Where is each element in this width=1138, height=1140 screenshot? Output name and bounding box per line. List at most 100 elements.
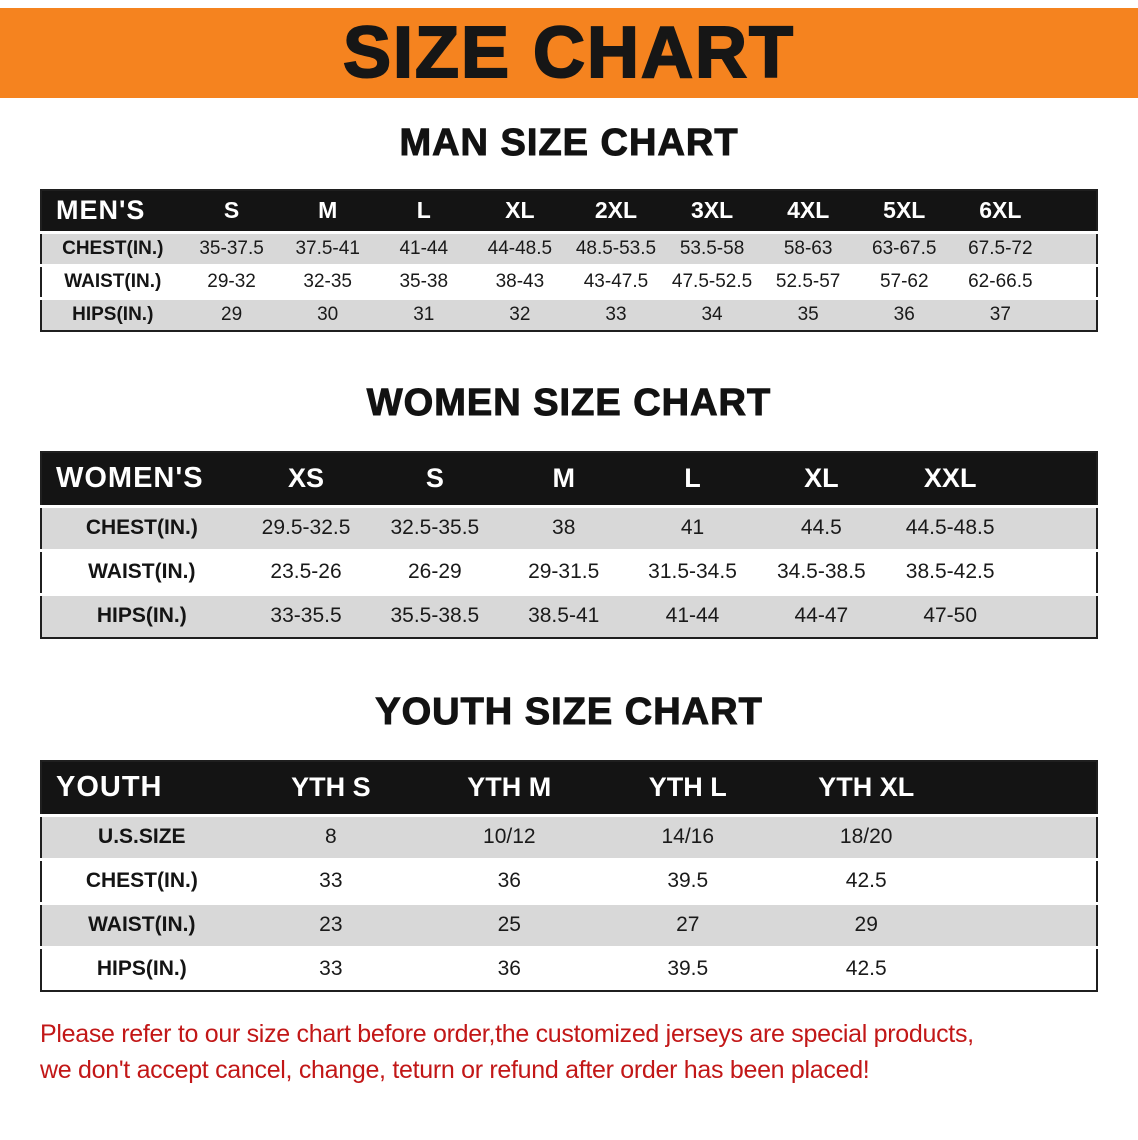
value-cell: 8 (325, 825, 337, 848)
value-cell: 31 (413, 303, 435, 325)
value-cell: 44-48.5 (487, 237, 553, 259)
spacer-cell (955, 761, 1097, 815)
row-label-cell: WAIST(IN.) (88, 560, 196, 583)
header-row: YOUTH YTH S YTH M YTH L YTH XL (41, 761, 1097, 815)
value-cell: 44.5-48.5 (905, 516, 995, 539)
women-size-chart-section: WOMEN SIZE CHART WOMEN'S XS S M L XL XXL CHEST(… (0, 382, 1138, 639)
column-header-cell: 3XL (690, 197, 734, 224)
column-header-cell: 4XL (787, 197, 830, 224)
spacer-cell (1015, 550, 1097, 594)
disclaimer-line-1: Please refer to our size chart before or… (40, 1020, 974, 1048)
table-label-cell: YOUTH (56, 771, 163, 804)
table-label-cell: WOMEN'S (56, 462, 204, 495)
table-row: HIPS(IN.) 33-35.5 35.5-38.5 38.5-41 41-44 44-… (41, 594, 1097, 638)
table-label-cell: MEN'S (56, 195, 146, 226)
value-cell: 41-44 (665, 604, 720, 628)
youth-size-table: YOUTH YTH S YTH M YTH L YTH XL U.S.SIZE 8 10/12… (40, 760, 1098, 992)
value-cell: 33 (605, 303, 627, 325)
value-cell: 41 (680, 516, 705, 539)
value-cell: 30 (317, 303, 339, 325)
spacer-cell (955, 947, 1097, 991)
value-cell: 44-47 (794, 604, 849, 628)
column-header-cell: YTH S (291, 772, 371, 803)
value-cell: 35.5-38.5 (390, 604, 480, 628)
row-label-cell: HIPS(IN.) (96, 604, 187, 628)
spacer-cell (1015, 506, 1097, 550)
value-cell: 31.5-34.5 (648, 560, 737, 583)
value-cell: 18/20 (839, 825, 893, 848)
spacer-cell (955, 815, 1097, 859)
value-cell: 35-38 (399, 270, 449, 292)
value-cell: 32.5-35.5 (390, 516, 480, 539)
table-row: WAIST(IN.) 29-32 32-35 35-38 38-43 43-47.5 47.… (41, 265, 1097, 298)
value-cell: 27 (676, 913, 700, 936)
value-cell: 36 (497, 957, 521, 981)
value-cell: 57-62 (879, 270, 929, 292)
row-label-cell: CHEST(IN.) (85, 516, 198, 539)
value-cell: 32-35 (303, 270, 352, 292)
table-row: U.S.SIZE 8 10/12 14/16 18/20 (41, 815, 1097, 859)
value-cell: 58-63 (783, 237, 833, 259)
value-cell: 52.5-57 (775, 270, 841, 292)
value-cell: 37.5-41 (295, 237, 360, 259)
value-cell: 63-67.5 (872, 237, 937, 259)
row-label-cell: U.S.SIZE (98, 825, 186, 848)
table-row: HIPS(IN.) 29 30 31 32 33 34 35 36 37 (41, 298, 1097, 331)
value-cell: 35 (797, 303, 819, 325)
spacer-cell (1048, 265, 1097, 298)
value-cell: 23 (319, 913, 343, 936)
womens-size-table: WOMEN'S XS S M L XL XXL CHEST(IN.) 29.5-32.5 32.5… (40, 451, 1098, 639)
value-cell: 38-43 (495, 270, 545, 292)
page-title: SIZE CHART (342, 13, 795, 93)
column-header-cell: L (416, 197, 431, 224)
column-header-cell: 6XL (979, 197, 1022, 224)
table-row: CHEST(IN.) 33 36 39.5 42.5 (41, 859, 1097, 903)
value-cell: 41-44 (399, 237, 449, 259)
column-header-cell: YTH L (648, 772, 727, 803)
youth-table-container: YOUTH YTH S YTH M YTH L YTH XL U.S.SIZE 8 10/12… (40, 760, 1098, 992)
value-cell: 14/16 (661, 825, 715, 848)
header-row: MEN'S S M L XL 2XL 3XL 4XL 5XL 6XL (41, 190, 1097, 232)
size-chart-banner: SIZE CHART (0, 8, 1138, 98)
man-size-chart-section: MAN SIZE CHART MEN'S S M L XL 2XL 3XL 4XL 5XL 6XL… (0, 122, 1138, 332)
womens-table-container: WOMEN'S XS S M L XL XXL CHEST(IN.) 29.5-32.5 32.5… (40, 451, 1098, 639)
row-label-cell: WAIST(IN.) (88, 913, 196, 936)
table-row: HIPS(IN.) 33 36 39.5 42.5 (41, 947, 1097, 991)
column-header-cell: XS (288, 463, 325, 494)
table-row: CHEST(IN.) 35-37.5 37.5-41 41-44 44-48.5 48.5… (41, 232, 1097, 265)
value-cell: 39.5 (667, 957, 709, 981)
value-cell: 23.5-26 (270, 560, 342, 583)
value-cell: 39.5 (667, 869, 709, 892)
value-cell: 43-47.5 (583, 270, 649, 292)
value-cell: 47.5-52.5 (671, 270, 753, 292)
column-header-cell: 2XL (594, 197, 638, 224)
table-row: CHEST(IN.) 29.5-32.5 32.5-35.5 38 41 44.5 44.5… (41, 506, 1097, 550)
spacer-cell (1048, 232, 1097, 265)
value-cell: 37 (989, 303, 1011, 325)
spacer-cell (1048, 298, 1097, 331)
value-cell: 62-66.5 (968, 270, 1033, 292)
value-cell: 29 (854, 913, 878, 936)
value-cell: 29-31.5 (528, 560, 600, 583)
value-cell: 25 (497, 913, 521, 936)
column-header-cell: YTH XL (818, 772, 915, 803)
header-row: WOMEN'S XS S M L XL XXL (41, 452, 1097, 506)
youth-size-chart-heading: YOUTH SIZE CHART (375, 691, 763, 734)
value-cell: 42.5 (845, 869, 887, 892)
row-label-cell: WAIST(IN.) (64, 270, 162, 292)
column-header-cell: XL (505, 197, 535, 224)
spacer-cell (1048, 190, 1097, 232)
column-header-cell: M (552, 463, 575, 494)
table-row: WAIST(IN.) 23 25 27 29 (41, 903, 1097, 947)
value-cell: 47-50 (923, 604, 978, 628)
disclaimer-line-2: we don't accept cancel, change, teturn o… (40, 1056, 870, 1085)
value-cell: 38.5-42.5 (905, 560, 995, 583)
row-label-cell: HIPS(IN.) (96, 957, 187, 981)
column-header-cell: S (425, 463, 444, 494)
value-cell: 34.5-38.5 (776, 560, 866, 583)
mens-size-table: MEN'S S M L XL 2XL 3XL 4XL 5XL 6XL CHEST(IN.) 35-37… (40, 189, 1098, 332)
value-cell: 32 (509, 303, 531, 325)
youth-size-chart-section: YOUTH SIZE CHART YOUTH YTH S YTH M YTH L YTH… (0, 691, 1138, 992)
column-header-cell: XXL (923, 463, 977, 494)
value-cell: 35-37.5 (199, 237, 264, 259)
